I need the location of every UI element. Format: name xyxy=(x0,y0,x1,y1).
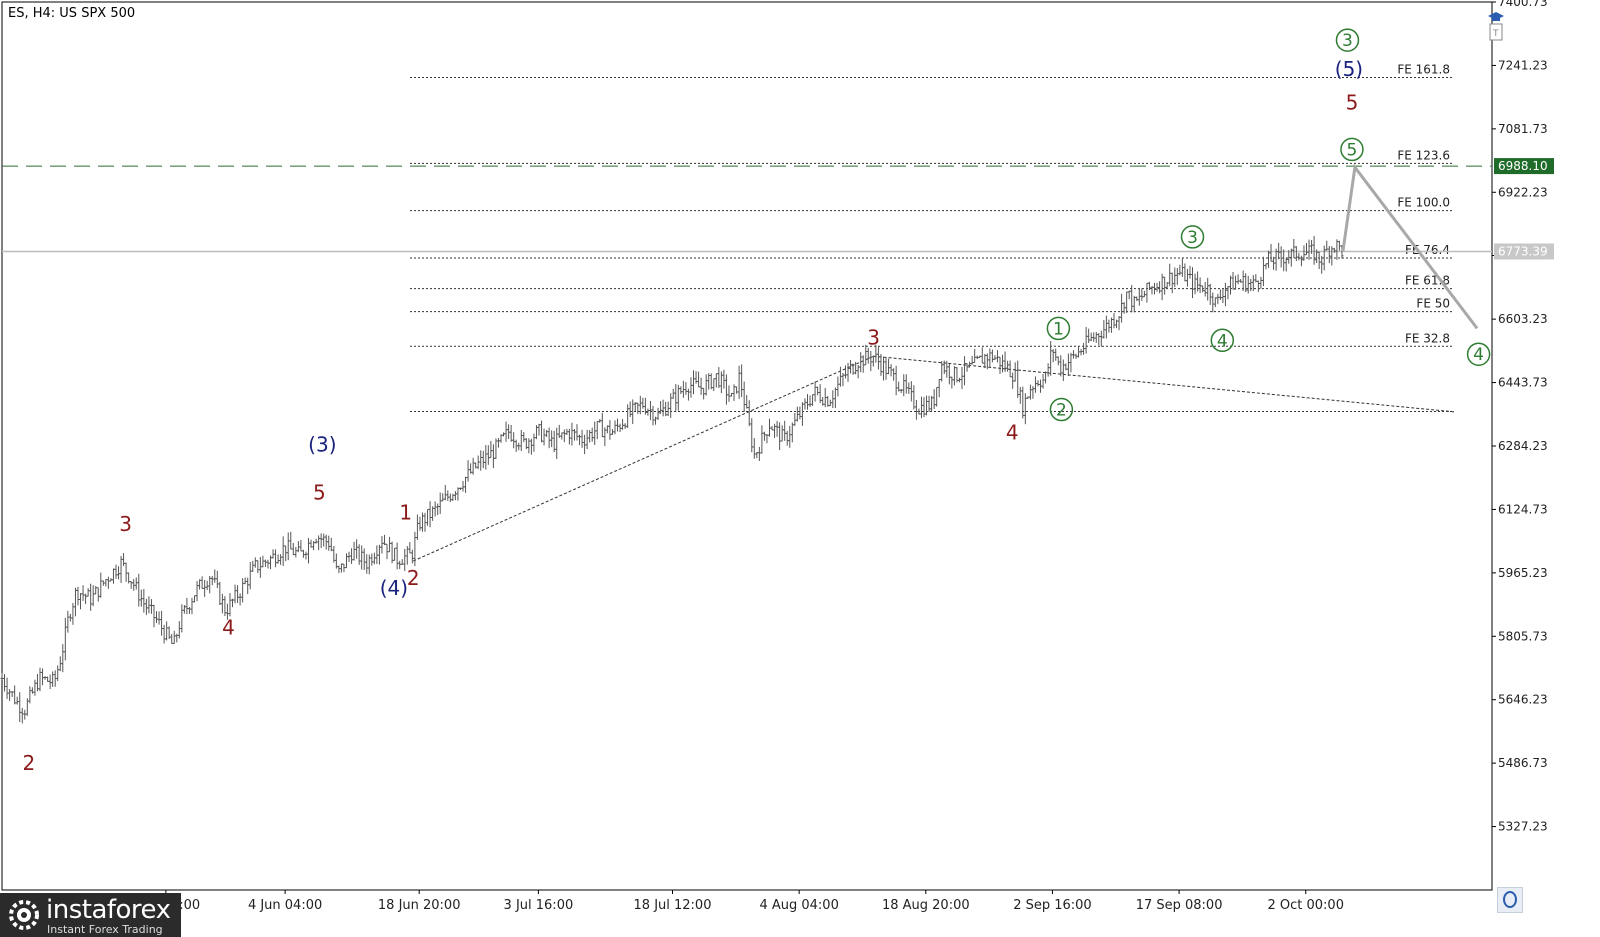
y-tick-label: 6443.73 xyxy=(1498,376,1548,390)
wave-label: 1 xyxy=(399,500,412,524)
circle-outline xyxy=(1049,397,1074,422)
wave-label: 3 xyxy=(867,325,880,349)
circled-number: 4 xyxy=(1473,345,1484,365)
svg-text:T: T xyxy=(1492,29,1499,39)
circled-wave-label: 2 xyxy=(1049,397,1074,422)
circle-outline xyxy=(1046,316,1071,341)
circled-wave-label: 4 xyxy=(1210,328,1235,353)
trend-line xyxy=(873,355,1455,413)
circle-outline xyxy=(1340,137,1364,162)
circle-outline xyxy=(1466,342,1491,366)
wave-label: 5 xyxy=(313,480,326,504)
circled-number: 4 xyxy=(1217,331,1228,351)
x-tick-label: 18 Aug 20:00 xyxy=(882,898,970,913)
fib-label: FE 76.4 xyxy=(1405,243,1450,257)
wave-label: 2 xyxy=(407,566,420,590)
gear-logo-icon xyxy=(9,900,39,930)
wave-label: 5 xyxy=(1346,91,1359,115)
wave-label-navy: (5) xyxy=(1335,57,1363,81)
scale-icon xyxy=(1503,891,1517,908)
wave-label: (3) xyxy=(308,433,336,457)
wave-label: 2 xyxy=(22,751,35,775)
y-tick-label: 5646.23 xyxy=(1498,693,1548,707)
y-tick-label: 7241.23 xyxy=(1498,58,1548,72)
x-tick-label: 2 Sep 16:00 xyxy=(1013,898,1092,913)
fib-label: FE 32.8 xyxy=(1405,331,1450,345)
y-tick-label: 7400.73 xyxy=(1498,0,1548,9)
price-series xyxy=(0,236,1344,724)
circled-number: 1 xyxy=(1053,319,1064,339)
circle-outline xyxy=(1180,225,1205,249)
y-tick-label: 6922.23 xyxy=(1498,185,1548,199)
y-tick-label: 6124.73 xyxy=(1498,502,1548,516)
x-tick-label: 17 Sep 08:00 xyxy=(1136,898,1223,913)
y-tick-label: 5805.73 xyxy=(1498,629,1548,643)
wave-label: 4 xyxy=(222,616,235,640)
logo-tagline: Instant Forex Trading xyxy=(47,923,163,936)
projection-path xyxy=(1341,163,1479,330)
wave-label: (4) xyxy=(380,576,408,600)
current-tag-text: 6773.39 xyxy=(1498,244,1548,258)
one-click-trading-icon[interactable]: t T xyxy=(1470,8,1512,44)
x-tick-label: 3 Jul 16:00 xyxy=(504,898,574,913)
circle-outline xyxy=(1335,28,1360,52)
circled-wave-label: 4 xyxy=(1466,342,1491,366)
y-tick-label: 5965.23 xyxy=(1498,566,1548,580)
target-tag-bg xyxy=(1494,158,1554,175)
current-tag-bg xyxy=(1494,243,1554,260)
fib-label: FE 161.8 xyxy=(1397,62,1450,76)
x-tick-label: 18 Jul 12:00 xyxy=(634,898,712,913)
y-tick-label: 5327.23 xyxy=(1498,820,1548,834)
circled-wave-label: 3 xyxy=(1180,225,1205,249)
target-tag-text: 6988.10 xyxy=(1498,159,1548,173)
circled-wave-label: 3 xyxy=(1335,28,1360,52)
wave-labels: 2 3 4 5 (3) (4) 1 2 3 4 5 1 2 3 4 5 3 4 (5) xyxy=(22,28,1491,775)
fib-label: FE 123.6 xyxy=(1397,148,1450,162)
circle-outline xyxy=(1210,328,1235,353)
circled-wave-label: 1 xyxy=(1046,316,1071,341)
wave-label: 4 xyxy=(1006,421,1019,445)
circled-wave-label: 5 xyxy=(1340,137,1364,162)
y-tick-label: 7081.73 xyxy=(1498,122,1548,136)
y-axis: 7400.737241.237081.736922.236763.236603.… xyxy=(1492,0,1554,834)
fib-label: FE 100.0 xyxy=(1397,196,1450,210)
y-tick-label: 5486.73 xyxy=(1498,756,1548,770)
scale-toggle-button[interactable] xyxy=(1497,887,1523,913)
circled-number: 2 xyxy=(1056,401,1067,421)
trend-lines xyxy=(413,355,1455,562)
circled-number: 3 xyxy=(1342,31,1353,51)
x-tick-label: 18 Jun 20:00 xyxy=(378,898,461,913)
chart-title: ES, H4: US SPX 500 xyxy=(8,6,135,21)
trend-line xyxy=(413,355,874,562)
wave-label: 3 xyxy=(119,512,132,536)
projection-line xyxy=(1341,163,1479,330)
circled-number: 3 xyxy=(1187,228,1198,248)
logo-wordmark: instaforex xyxy=(46,895,171,925)
fibonacci-levels: FE 161.8FE 123.6FE 100.0FE 76.4FE 61.8FE… xyxy=(410,62,1452,412)
y-tick-label: 6284.23 xyxy=(1498,439,1548,453)
x-tick-label: 4 Aug 04:00 xyxy=(759,898,838,913)
instaforex-logo: instaforex Instant Forex Trading xyxy=(0,893,181,937)
target-price-tag: 6988.10 xyxy=(1494,158,1554,175)
circled-number: 5 xyxy=(1347,140,1358,160)
current-price-tag: 6773.39 xyxy=(1494,243,1554,260)
horizontal-lines xyxy=(2,165,1492,253)
y-tick-label: 6603.23 xyxy=(1498,312,1548,326)
fib-label: FE 50 xyxy=(1416,297,1450,311)
plot-frame xyxy=(1,1,1493,891)
x-tick-label: 4 Jun 04:00 xyxy=(248,898,322,913)
x-tick-label: 2 Oct 00:00 xyxy=(1268,898,1344,913)
